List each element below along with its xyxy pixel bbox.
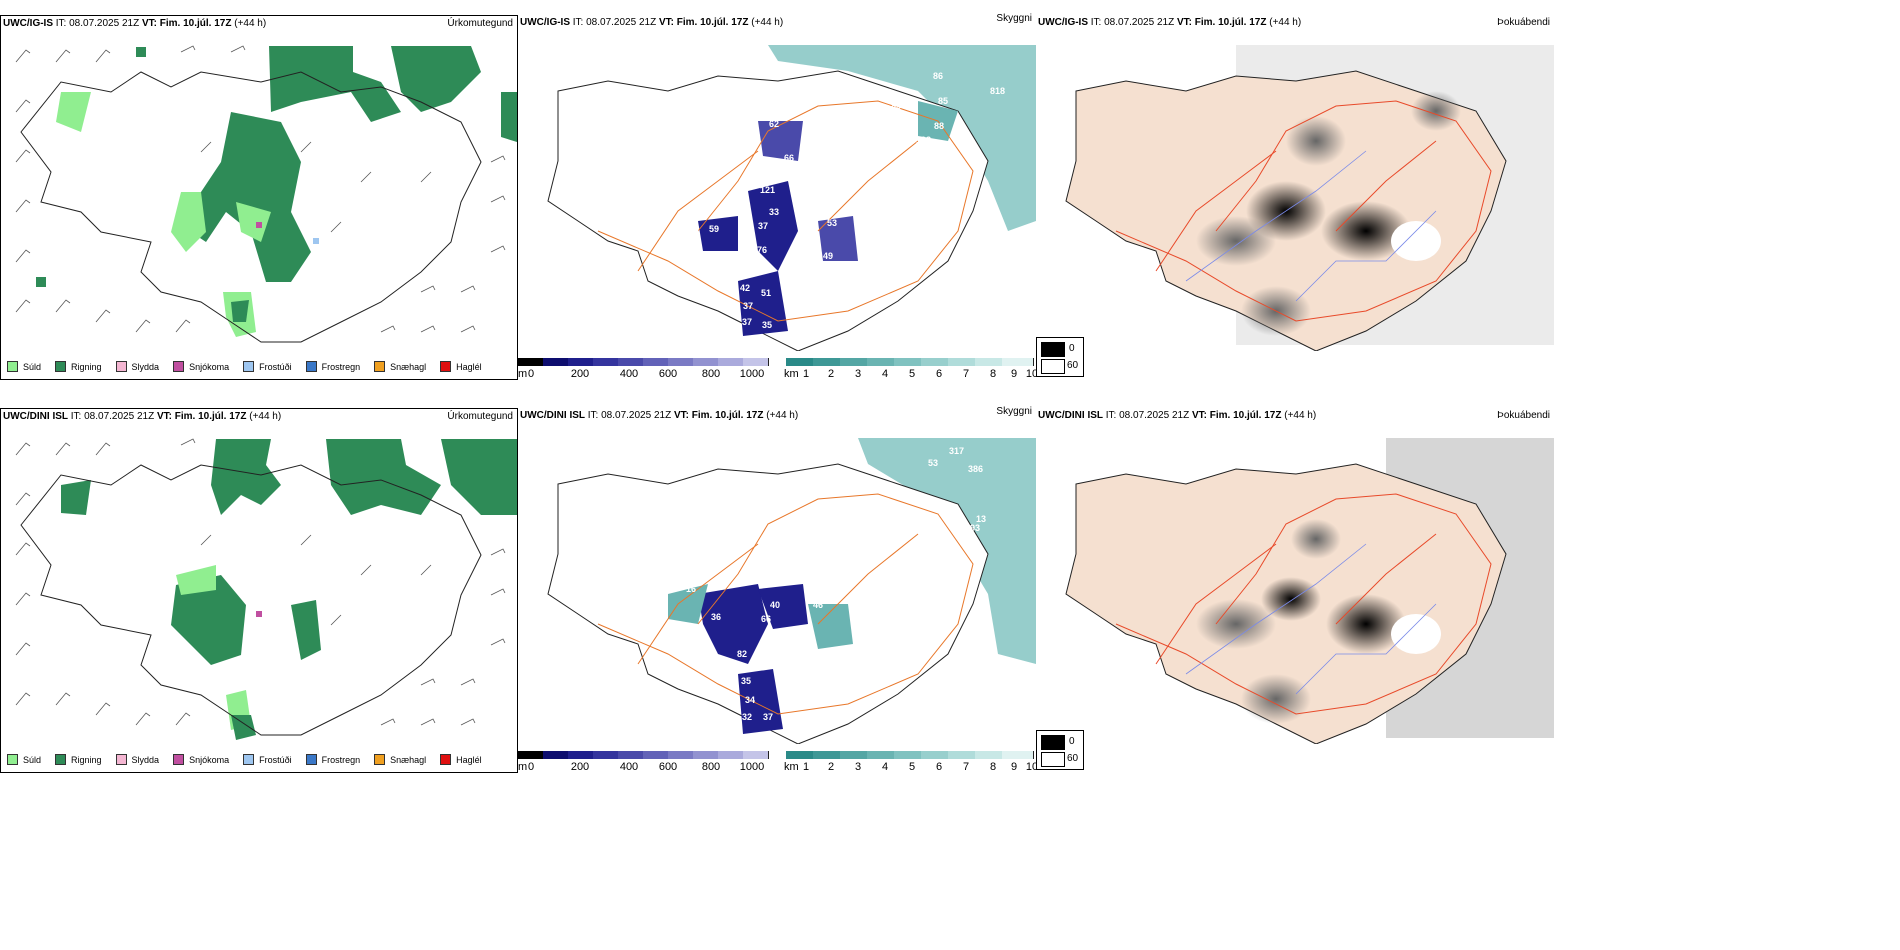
panel-type: Þokuábendi [1497,17,1550,28]
visibility-colorbar: km 1 2 3 4 5 6 7 8 9 10 [784,751,1038,773]
legend-slydda: Slydda [115,754,159,765]
ceiling-colorbar: m 0 200 400 600 800 1000 [518,751,769,773]
top-visibility-labels: 818 86 83 85 88 103 79 62 66 121 33 37 5… [634,71,1006,330]
legend-snjokoma: Snjókoma [173,754,229,765]
legend-rigning: Rigning [55,754,102,765]
legend-rigning: Rigning [55,361,102,372]
fog-map [1036,424,1554,744]
precip-map [1,425,517,745]
panel-type: Úrkomutegund [447,18,513,29]
ceiling-colorbar: m 0 200 400 600 800 1000 [518,358,769,380]
panel-title: UWC/DINI ISL IT: 08.07.2025 21Z VT: Fim.… [520,410,799,421]
panel-title: UWC/IG-IS IT: 08.07.2025 21Z VT: Fim. 10… [3,18,267,29]
panel-type: Skyggni [996,13,1032,24]
svg-text:818: 818 [818,88,835,99]
visibility-panel-bottom: UWC/DINI ISL IT: 08.07.2025 21Z VT: Fim.… [518,406,1038,773]
visibility-values: 818 [818,88,835,99]
legend-haglel: Haglél [440,754,482,765]
visibility-map [518,424,1036,744]
panel-title: UWC/DINI ISL IT: 08.07.2025 21Z VT: Fim.… [1038,410,1317,421]
legend-frostregn: Frostregn [305,361,360,372]
fog-map [1036,31,1554,351]
legend-sudl: Súld [7,754,41,765]
panel-type: Úrkomutegund [447,411,513,422]
legend-slydda: Slydda [115,361,159,372]
panel-type: Skyggni [996,406,1032,417]
legend-snaehagl: Snæhagl [374,754,426,765]
panel-title: UWC/IG-IS IT: 08.07.2025 21Z VT: Fim. 10… [1038,17,1302,28]
precip-panel-top: UWC/IG-IS IT: 08.07.2025 21Z VT: Fim. 10… [0,15,518,380]
legend-snjokoma: Snjókoma [173,361,229,372]
fog-legend: 0 60 [1036,730,1084,770]
legend-frostudi: Frostúði [243,361,292,372]
fog-panel-top: UWC/IG-IS IT: 08.07.2025 21Z VT: Fim. 10… [1036,15,1554,380]
panel-title: UWC/IG-IS IT: 08.07.2025 21Z VT: Fim. 10… [520,17,784,28]
legend-snaehagl: Snæhagl [374,361,426,372]
legend-frostregn: Frostregn [305,754,360,765]
fog-legend: 0 60 [1036,337,1084,377]
panel-type: Þokuábendi [1497,410,1550,421]
bottom-visibility-labels: 317 53 386 13 93 111 100 36 40 66 82 46 … [686,446,987,722]
fog-panel-bottom: UWC/DINI ISL IT: 08.07.2025 21Z VT: Fim.… [1036,408,1554,773]
visibility-panel-top: UWC/IG-IS IT: 08.07.2025 21Z VT: Fim. 10… [518,13,1038,380]
legend-frostudi: Frostúði [243,754,292,765]
visibility-map: 818 [518,31,1036,351]
precip-map [1,32,517,352]
precip-legend: Súld Rigning Slydda Snjókoma Frostúði Fr… [7,361,496,372]
precip-panel-bottom: UWC/DINI ISL IT: 08.07.2025 21Z VT: Fim.… [0,408,518,773]
precip-legend: Súld Rigning Slydda Snjókoma Frostúði Fr… [7,754,496,765]
legend-haglel: Haglél [440,361,482,372]
legend-sudl: Súld [7,361,41,372]
panel-title: UWC/DINI ISL IT: 08.07.2025 21Z VT: Fim.… [3,411,282,422]
visibility-colorbar: km 1 2 3 4 5 6 7 8 9 10 [784,358,1038,380]
